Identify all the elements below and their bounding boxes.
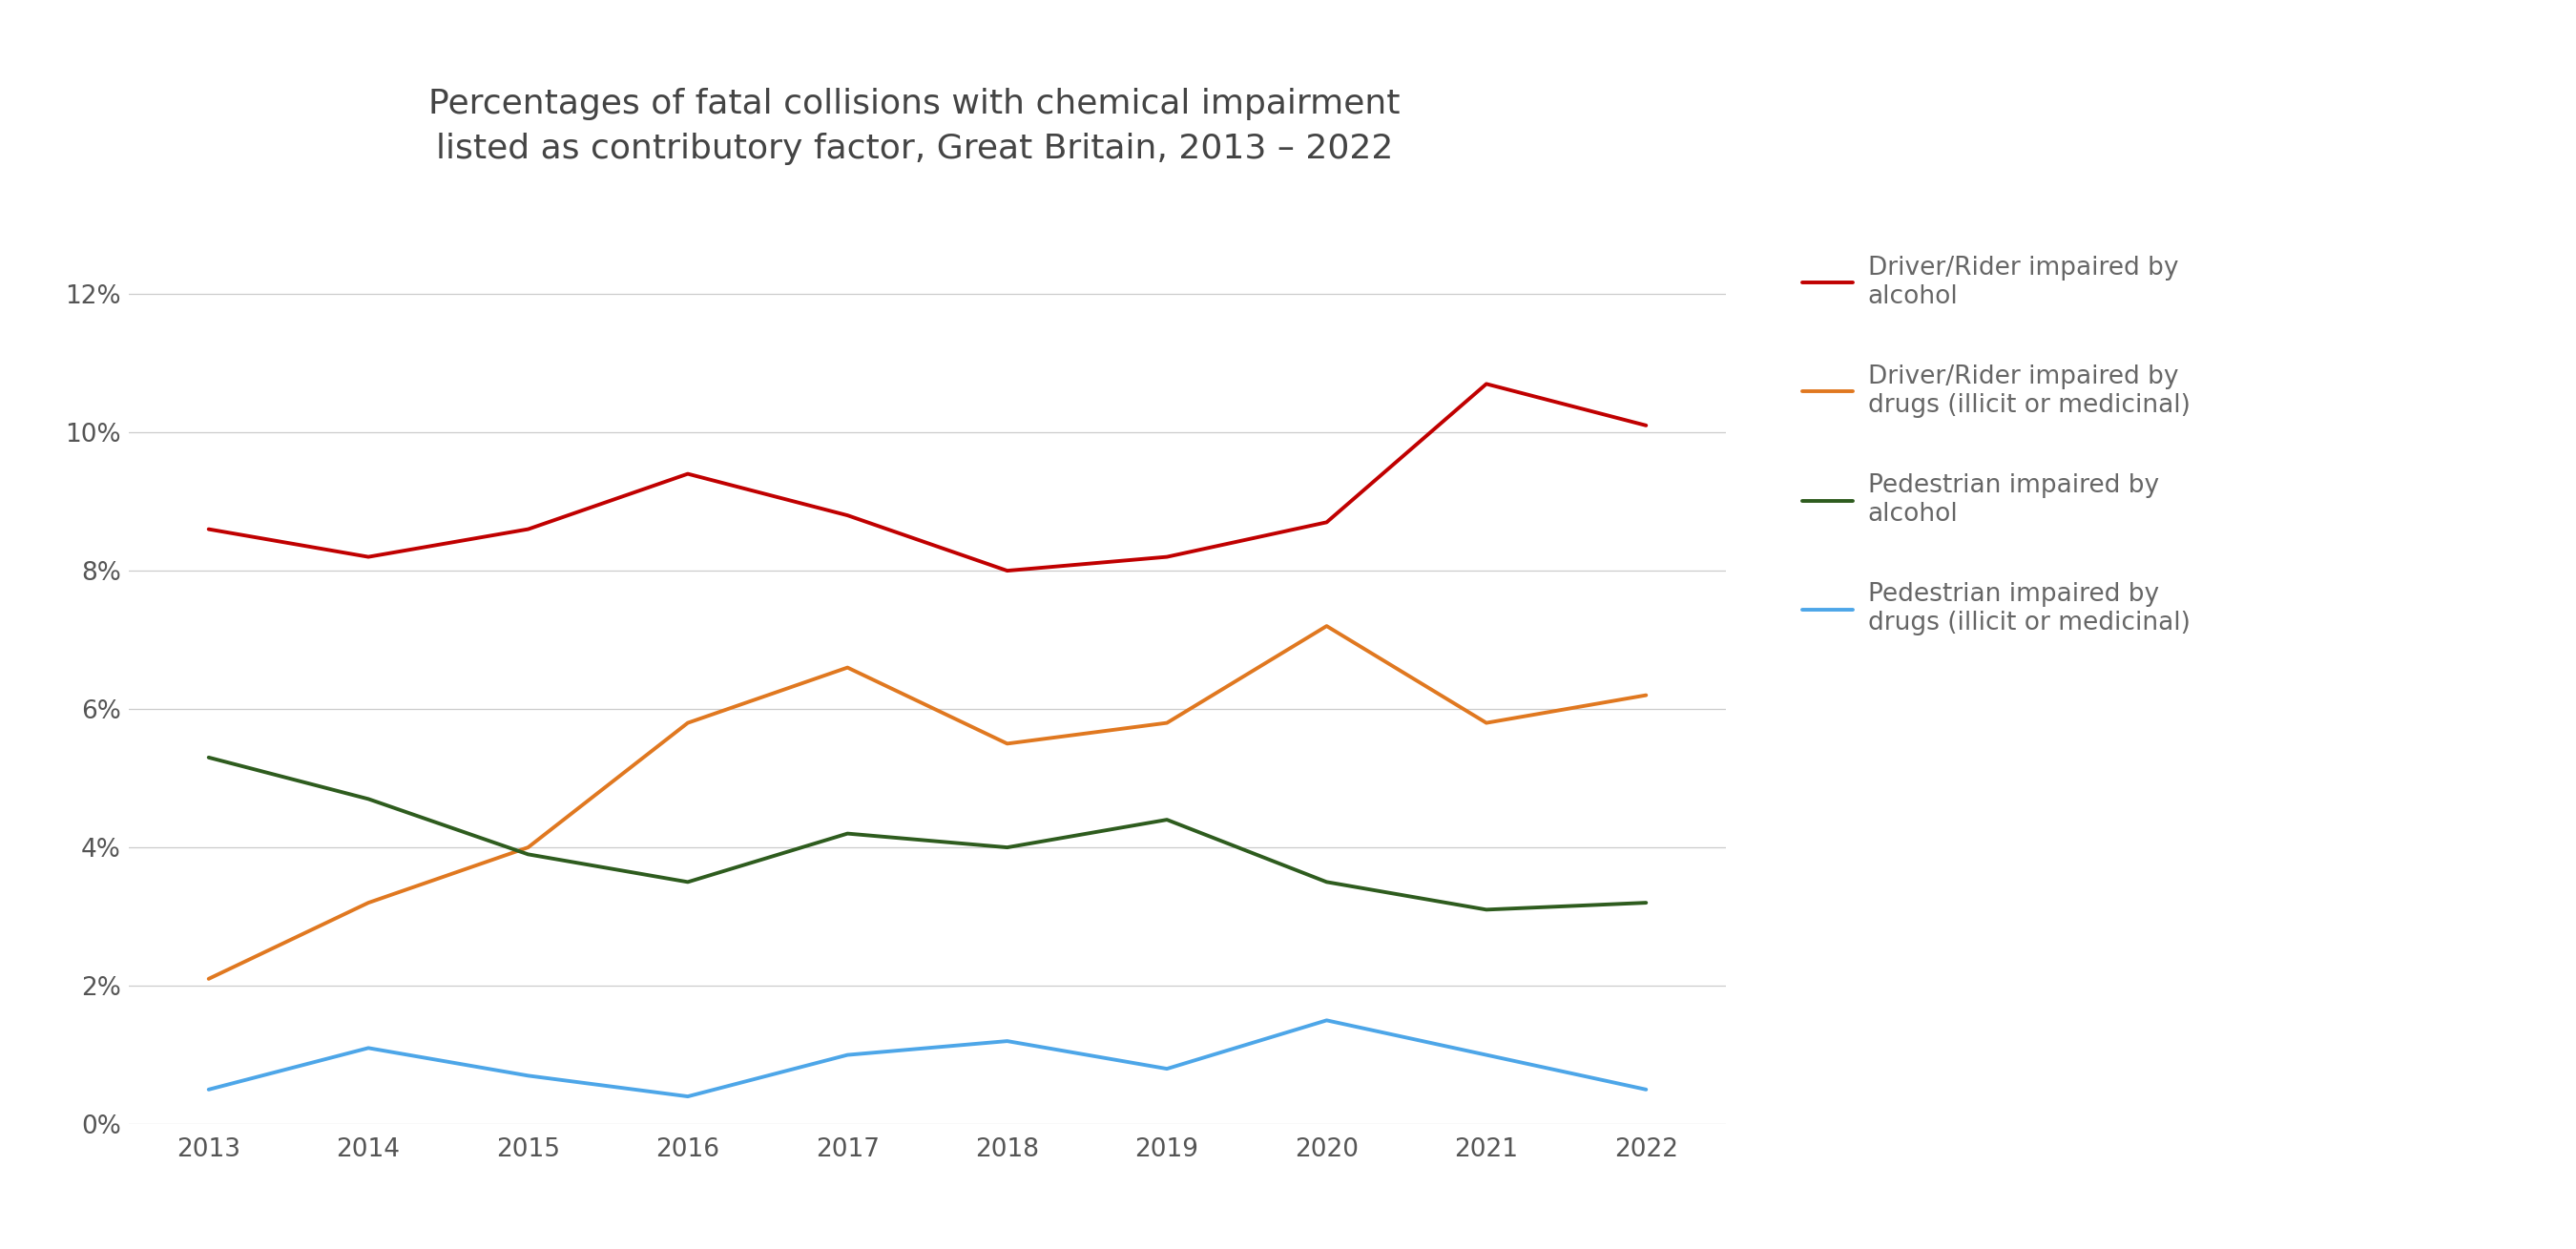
Driver/Rider impaired by
drugs (illicit or medicinal) <box>992 736 1023 751</box>
Legend: Driver/Rider impaired by
alcohol, Driver/Rider impaired by
drugs (illicit or med: Driver/Rider impaired by alcohol, Driver… <box>1803 255 2190 636</box>
Driver/Rider impaired by
drugs (illicit or medicinal) <box>1631 688 1662 703</box>
Driver/Rider impaired by
alcohol <box>1311 515 1342 530</box>
Pedestrian impaired by
drugs (illicit or medicinal) <box>1151 1062 1182 1077</box>
Pedestrian impaired by
alcohol <box>832 826 863 841</box>
Driver/Rider impaired by
alcohol <box>1631 418 1662 433</box>
Driver/Rider impaired by
alcohol <box>513 522 544 537</box>
Pedestrian impaired by
drugs (illicit or medicinal) <box>1471 1048 1502 1063</box>
Pedestrian impaired by
alcohol <box>193 749 224 764</box>
Pedestrian impaired by
alcohol <box>513 847 544 862</box>
Pedestrian impaired by
drugs (illicit or medicinal) <box>1311 1013 1342 1028</box>
Driver/Rider impaired by
alcohol <box>1471 376 1502 391</box>
Line: Driver/Rider impaired by
drugs (illicit or medicinal): Driver/Rider impaired by drugs (illicit … <box>209 626 1646 979</box>
Driver/Rider impaired by
drugs (illicit or medicinal) <box>832 659 863 674</box>
Driver/Rider impaired by
alcohol <box>353 550 384 565</box>
Pedestrian impaired by
alcohol <box>1151 812 1182 827</box>
Pedestrian impaired by
alcohol <box>1631 896 1662 911</box>
Line: Pedestrian impaired by
drugs (illicit or medicinal): Pedestrian impaired by drugs (illicit or… <box>209 1020 1646 1097</box>
Driver/Rider impaired by
alcohol <box>193 522 224 537</box>
Driver/Rider impaired by
alcohol <box>672 466 703 481</box>
Driver/Rider impaired by
drugs (illicit or medicinal) <box>353 896 384 911</box>
Driver/Rider impaired by
drugs (illicit or medicinal) <box>1311 618 1342 633</box>
Pedestrian impaired by
alcohol <box>672 874 703 889</box>
Driver/Rider impaired by
alcohol <box>992 563 1023 578</box>
Driver/Rider impaired by
drugs (illicit or medicinal) <box>1471 716 1502 731</box>
Driver/Rider impaired by
drugs (illicit or medicinal) <box>193 972 224 987</box>
Pedestrian impaired by
drugs (illicit or medicinal) <box>1631 1082 1662 1097</box>
Driver/Rider impaired by
drugs (illicit or medicinal) <box>1151 716 1182 731</box>
Pedestrian impaired by
alcohol <box>1471 902 1502 917</box>
Driver/Rider impaired by
alcohol <box>1151 550 1182 565</box>
Line: Driver/Rider impaired by
alcohol: Driver/Rider impaired by alcohol <box>209 383 1646 571</box>
Pedestrian impaired by
alcohol <box>353 792 384 807</box>
Text: Percentages of fatal collisions with chemical impairment
listed as contributory : Percentages of fatal collisions with che… <box>428 87 1401 165</box>
Pedestrian impaired by
alcohol <box>1311 874 1342 889</box>
Driver/Rider impaired by
drugs (illicit or medicinal) <box>513 839 544 854</box>
Pedestrian impaired by
alcohol <box>992 839 1023 854</box>
Line: Pedestrian impaired by
alcohol: Pedestrian impaired by alcohol <box>209 757 1646 909</box>
Pedestrian impaired by
drugs (illicit or medicinal) <box>353 1040 384 1055</box>
Pedestrian impaired by
drugs (illicit or medicinal) <box>832 1048 863 1063</box>
Pedestrian impaired by
drugs (illicit or medicinal) <box>672 1089 703 1104</box>
Driver/Rider impaired by
alcohol <box>832 508 863 523</box>
Pedestrian impaired by
drugs (illicit or medicinal) <box>992 1034 1023 1049</box>
Driver/Rider impaired by
drugs (illicit or medicinal) <box>672 716 703 731</box>
Pedestrian impaired by
drugs (illicit or medicinal) <box>193 1082 224 1097</box>
Pedestrian impaired by
drugs (illicit or medicinal) <box>513 1068 544 1083</box>
